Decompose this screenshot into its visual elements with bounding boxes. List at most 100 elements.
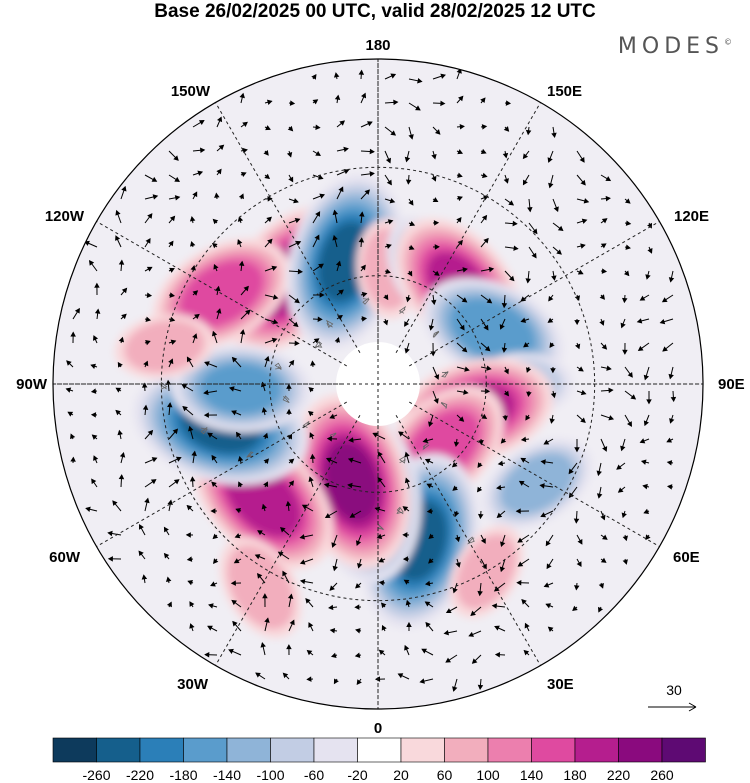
- wind-arrow: [186, 556, 194, 562]
- wind-arrow: [621, 294, 628, 304]
- wind-arrow: [288, 359, 295, 368]
- wind-arrow: [480, 558, 487, 570]
- wind-arrow: [406, 621, 412, 632]
- colorbar-swatch: [400, 737, 445, 763]
- wind-arrow: [144, 194, 159, 200]
- wind-arrow: [166, 601, 172, 608]
- wind-arrow: [238, 193, 244, 200]
- meridian-line: [215, 102, 361, 353]
- wind-arrow: [312, 316, 323, 323]
- wind-arrow: [600, 414, 615, 421]
- wind-arrow: [167, 499, 173, 512]
- wind-arrow: [144, 174, 158, 182]
- wind-arrow: [426, 508, 434, 514]
- wind-arrow: [637, 342, 650, 352]
- wind-arrow: [432, 220, 440, 226]
- wind-arrow: [402, 532, 410, 538]
- wind-arrow: [167, 402, 173, 416]
- wind-arrow: [189, 216, 196, 224]
- wind-arrow: [666, 484, 674, 490]
- colorbar-label: -100: [256, 767, 284, 783]
- wind-arrow: [600, 243, 607, 249]
- wind-arrow: [643, 414, 650, 427]
- wind-arrow: [576, 150, 585, 163]
- wind-arrow: [480, 294, 493, 304]
- wind-arrow: [299, 534, 314, 540]
- wind-arrow: [144, 497, 150, 512]
- coastline: [302, 420, 310, 429]
- wind-arrow: [185, 532, 194, 538]
- wind-arrow: [312, 338, 320, 344]
- wind-arrow: [228, 648, 242, 656]
- meridian-line: [395, 102, 541, 353]
- wind-arrow: [504, 220, 518, 227]
- wind-arrow: [552, 246, 562, 255]
- wind-arrow: [144, 213, 153, 224]
- wind-arrow: [620, 438, 626, 452]
- wind-arrow: [454, 534, 461, 543]
- wind-arrow: [504, 270, 515, 282]
- wind-arrow: [360, 171, 375, 177]
- wind-arrow: [192, 290, 199, 296]
- wind-arrow: [404, 451, 410, 464]
- coastline: [200, 427, 208, 435]
- colorbar-label: 20: [393, 767, 409, 783]
- wind-arrow: [424, 580, 434, 587]
- wind-arrow: [264, 355, 270, 368]
- wind-arrow: [477, 582, 483, 597]
- wind-arrow: [600, 534, 608, 540]
- coastline: [314, 341, 323, 349]
- wind-arrow: [639, 294, 650, 301]
- wind-arrow: [381, 624, 387, 632]
- wind-arrow: [168, 174, 181, 182]
- wind-arrow: [494, 625, 506, 632]
- colorbar-label: 220: [607, 767, 631, 783]
- wind-arrow: [525, 126, 532, 136]
- colorbar-swatch: [139, 737, 184, 763]
- wind-arrow: [118, 474, 125, 488]
- wind-arrow: [521, 599, 530, 608]
- wind-arrow: [336, 146, 349, 153]
- wind-arrow: [310, 360, 316, 368]
- wind-arrow: [328, 604, 338, 611]
- wind-arrow: [233, 558, 242, 564]
- wind-arrow: [203, 389, 218, 396]
- wind-arrow: [576, 389, 587, 396]
- wind-arrow: [330, 652, 338, 658]
- wind-arrow: [596, 462, 602, 477]
- wind-arrow: [575, 342, 581, 350]
- wind-arrow: [452, 485, 458, 491]
- wind-arrow: [120, 185, 127, 200]
- wind-arrow: [216, 144, 225, 152]
- wind-arrow: [312, 99, 319, 105]
- wind-arrow: [408, 244, 415, 250]
- wind-arrow: [356, 678, 362, 685]
- wind-arrow: [617, 486, 626, 493]
- wind-arrow: [65, 387, 74, 393]
- wind-arrow: [480, 365, 492, 371]
- wind-arrow: [187, 580, 194, 586]
- wind-arrow: [228, 386, 242, 392]
- wind-arrow: [144, 479, 157, 488]
- wind-arrow: [85, 506, 98, 512]
- wind-arrow: [360, 189, 370, 200]
- wind-arrow: [624, 414, 632, 427]
- wind-arrow: [349, 510, 362, 518]
- wind-arrow: [211, 330, 218, 344]
- wind-arrow: [428, 318, 435, 331]
- wind-arrow: [453, 438, 460, 448]
- coastline: [274, 362, 282, 370]
- wind-arrow: [282, 672, 290, 680]
- wind-arrow: [456, 414, 465, 422]
- wind-arrow: [405, 294, 412, 303]
- anomaly-contour: [124, 320, 205, 373]
- wind-arrow: [380, 602, 387, 609]
- wind-arrow: [646, 390, 652, 405]
- wind-arrow: [552, 198, 559, 213]
- colorbar-label: 100: [476, 767, 500, 783]
- wind-arrow: [525, 414, 531, 421]
- wind-arrow: [207, 625, 218, 632]
- wind-arrow: [503, 126, 510, 132]
- wind-arrow: [643, 366, 650, 381]
- wind-arrow: [261, 503, 267, 512]
